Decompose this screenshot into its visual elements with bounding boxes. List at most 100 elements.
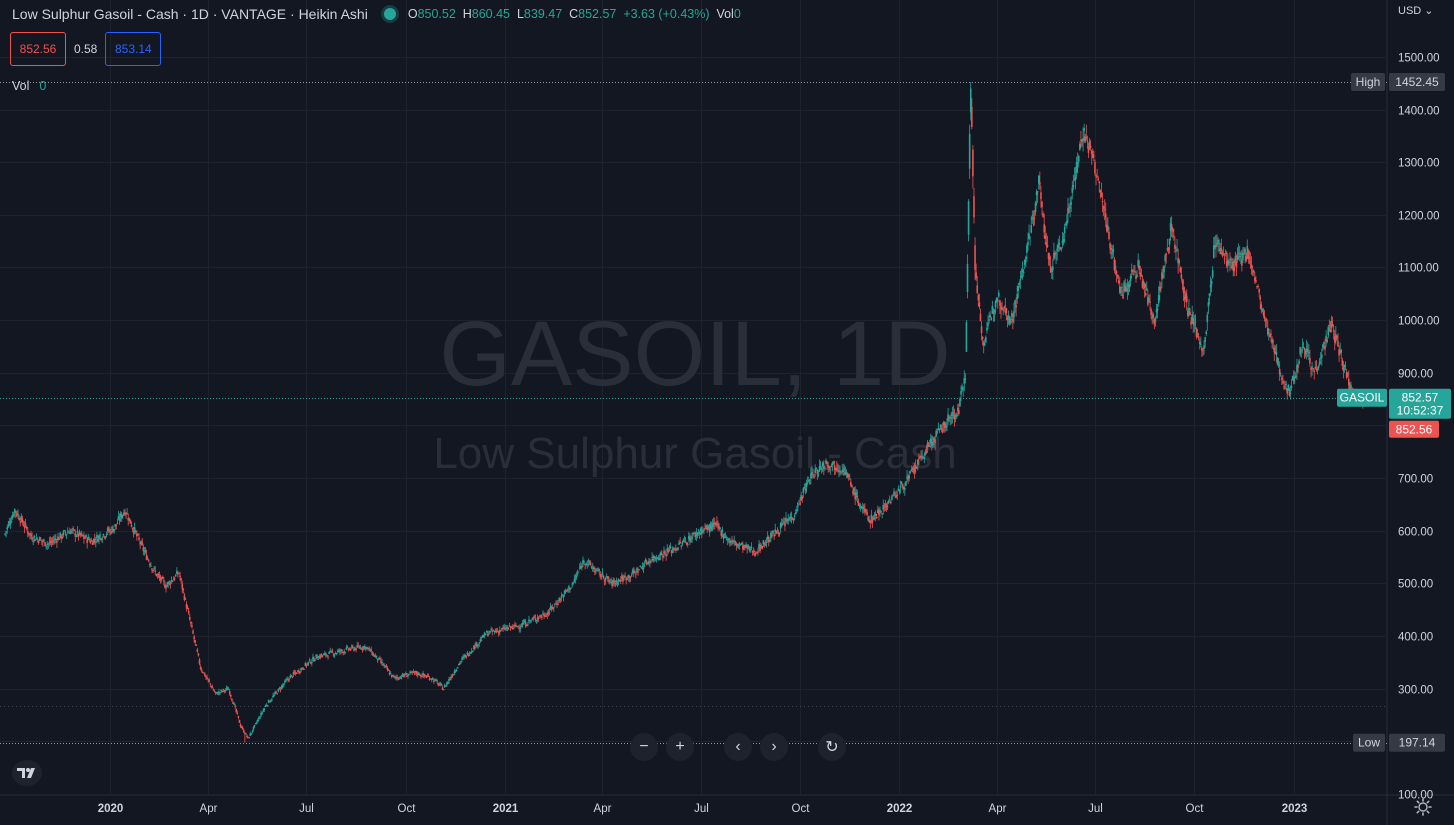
candle-body [465, 655, 468, 658]
candle-body [1217, 240, 1219, 243]
candle-body [1083, 128, 1085, 131]
buy-button[interactable]: 853.14 [105, 32, 162, 66]
candle [224, 688, 227, 693]
candle-body [524, 622, 527, 626]
candle-body [332, 654, 335, 656]
candle [968, 124, 971, 179]
candle [109, 526, 111, 536]
candle [595, 567, 597, 575]
candle [1007, 310, 1010, 325]
candle [88, 536, 91, 543]
candle-body [1029, 236, 1031, 238]
sell-button[interactable]: 852.56 [10, 32, 66, 66]
candle-body [695, 532, 698, 536]
candle [874, 510, 877, 522]
symbol-title[interactable]: Low Sulphur Gasoil - Cash · 1D · VANTAGE… [12, 6, 368, 22]
volume-legend[interactable]: Vol 0 [12, 79, 46, 93]
candle [823, 460, 825, 476]
candle [1017, 282, 1020, 299]
candle [1265, 317, 1268, 328]
quote-panel: 852.56 0.58 853.14 [10, 32, 162, 66]
candle-body [1036, 191, 1039, 193]
candle-body [1143, 283, 1146, 288]
close-value: 852.57 [578, 7, 617, 21]
candle-body [1254, 277, 1256, 281]
candle [344, 651, 347, 654]
watermark-symbol: GASOIL, 1D [439, 303, 950, 405]
candle-body [613, 580, 616, 583]
reset-chart-button[interactable]: ↻ [818, 733, 846, 761]
candle-body [171, 580, 174, 582]
zoom-in-button[interactable]: + [666, 733, 694, 761]
candle-body [836, 467, 838, 469]
candle [775, 530, 778, 535]
candle-body [826, 462, 828, 464]
candle-body [1066, 220, 1068, 225]
candle-body [336, 650, 339, 653]
candle [240, 725, 243, 729]
candle [703, 528, 705, 535]
scroll-left-button[interactable]: ‹ [724, 733, 752, 761]
candle-body [703, 529, 705, 531]
candle-body [475, 642, 477, 646]
candle [22, 520, 25, 527]
candle-body [419, 674, 421, 676]
candle-body [563, 590, 566, 594]
candle-body [1102, 206, 1105, 209]
candle-body [630, 575, 633, 577]
zoom-out-button[interactable]: − [630, 733, 658, 761]
candle [508, 622, 511, 627]
candle-body [331, 651, 334, 653]
candle [209, 683, 212, 687]
candle-body [821, 462, 824, 467]
candle [65, 533, 68, 540]
candle-body [568, 586, 570, 589]
candle [953, 408, 956, 427]
candle [988, 312, 990, 324]
candle [1295, 372, 1297, 379]
candle-body [760, 544, 762, 549]
candle-body [22, 524, 25, 526]
scroll-right-button[interactable]: › [760, 733, 788, 761]
last-price-bg [1389, 388, 1451, 419]
candle-body [1279, 375, 1282, 377]
candle [1189, 307, 1191, 316]
candle [196, 647, 199, 653]
candle-body [42, 540, 44, 542]
symbol-tag: GASOIL [1340, 391, 1385, 405]
candle [1230, 256, 1232, 269]
currency-selector[interactable]: USD ⌄ [1398, 4, 1434, 17]
candle [494, 628, 497, 633]
candle [1221, 249, 1224, 258]
candle-body [998, 292, 1000, 297]
candle [915, 466, 918, 469]
candle-body [1214, 246, 1216, 248]
candle-body [397, 677, 400, 679]
candle-body [1252, 270, 1255, 273]
gear-icon[interactable] [1413, 797, 1433, 817]
candle [235, 708, 238, 714]
candle-body [783, 521, 785, 523]
candle [601, 568, 604, 577]
candle [380, 657, 382, 665]
candle-body [1337, 341, 1339, 347]
countdown-label: 10:52:37 [1397, 404, 1444, 418]
candle-body [883, 507, 886, 509]
candle [1075, 156, 1078, 179]
candle-body [181, 583, 184, 589]
candle [55, 534, 57, 544]
candle [971, 98, 973, 130]
candle [353, 647, 355, 652]
candle [359, 644, 362, 650]
candle-body [35, 538, 38, 540]
tradingview-logo[interactable] [12, 760, 42, 786]
candle-body [18, 517, 20, 521]
candle-body [550, 606, 553, 608]
candle [790, 511, 793, 524]
candle [636, 566, 638, 574]
candle-body [893, 491, 895, 495]
candle-body [1255, 280, 1257, 283]
candle-body [267, 699, 270, 703]
candle [1151, 311, 1154, 325]
